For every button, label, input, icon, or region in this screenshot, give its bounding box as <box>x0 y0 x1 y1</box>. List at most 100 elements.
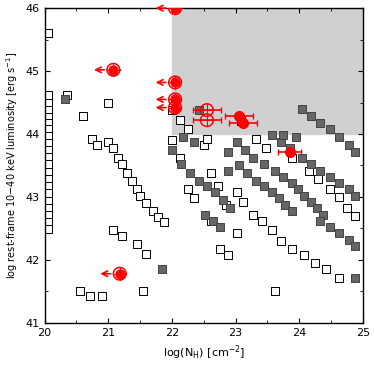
Point <box>208 218 214 224</box>
Point <box>346 237 352 243</box>
Point <box>159 266 165 272</box>
Point <box>225 149 231 154</box>
Point <box>307 113 313 119</box>
Point <box>185 126 191 132</box>
Point <box>119 161 125 167</box>
Point <box>191 139 197 145</box>
Point <box>172 105 178 111</box>
Point <box>250 212 256 217</box>
Point <box>335 231 341 236</box>
Point <box>293 134 299 140</box>
Point <box>64 92 70 98</box>
Point <box>196 107 202 113</box>
Point <box>352 193 358 199</box>
Point <box>259 218 265 224</box>
Point <box>204 136 210 142</box>
Point <box>261 161 267 167</box>
Point <box>45 120 51 126</box>
Point <box>217 224 223 230</box>
Point <box>217 246 223 251</box>
Point <box>242 147 248 153</box>
Point <box>105 100 111 105</box>
Point <box>169 137 175 143</box>
Point <box>150 208 156 214</box>
Point <box>352 213 358 219</box>
Point <box>327 174 333 180</box>
Point <box>45 176 51 182</box>
Point <box>344 205 350 211</box>
Point <box>253 178 259 184</box>
Point <box>187 170 193 176</box>
Point <box>129 178 135 184</box>
Point <box>352 149 358 154</box>
Point <box>134 241 140 247</box>
Point <box>346 187 352 193</box>
Point <box>278 238 284 244</box>
Point <box>178 161 184 167</box>
Point <box>88 294 94 299</box>
Point <box>327 187 333 193</box>
Point <box>234 189 240 195</box>
Point <box>89 136 95 142</box>
Point <box>45 114 51 120</box>
Point <box>276 195 282 201</box>
Point <box>204 183 210 188</box>
Point <box>172 5 178 11</box>
Point <box>269 227 275 233</box>
Point <box>320 212 326 217</box>
Point <box>210 218 216 224</box>
Point <box>220 197 226 203</box>
Point <box>346 142 352 148</box>
Point <box>110 227 116 233</box>
Point <box>227 205 233 211</box>
Point <box>307 199 313 205</box>
Point <box>45 133 51 139</box>
Point <box>288 155 294 161</box>
Point <box>280 174 286 180</box>
Point <box>80 113 86 119</box>
Point <box>295 187 301 193</box>
Point <box>99 294 105 299</box>
Point <box>202 212 208 217</box>
Point <box>208 170 214 176</box>
Point <box>244 170 250 176</box>
Point <box>286 145 292 151</box>
Point <box>352 243 358 249</box>
Point <box>77 288 83 294</box>
Point <box>45 183 51 188</box>
Point <box>45 190 51 196</box>
Point <box>140 288 146 294</box>
Point <box>288 246 294 251</box>
Y-axis label: log rest-frame 10$-$40 keV luminosity [erg s$^{-1}$]: log rest-frame 10$-$40 keV luminosity [e… <box>4 52 20 279</box>
Point <box>269 132 275 138</box>
Point <box>185 187 191 193</box>
Point <box>125 170 131 176</box>
Point <box>169 107 175 113</box>
Point <box>45 92 51 98</box>
Point <box>236 163 242 168</box>
Point <box>234 139 240 145</box>
Point <box>177 117 183 123</box>
Point <box>272 168 278 173</box>
Point <box>191 195 197 201</box>
Point <box>45 226 51 232</box>
Point <box>263 145 269 151</box>
Point <box>288 208 294 214</box>
Point <box>134 187 140 193</box>
Point <box>225 168 231 173</box>
Point <box>177 155 183 161</box>
Point <box>261 183 267 188</box>
Point <box>315 176 321 182</box>
Point <box>288 180 294 186</box>
Point <box>335 194 341 200</box>
Point <box>45 205 51 210</box>
Point <box>314 205 320 211</box>
Point <box>280 132 286 138</box>
Point <box>312 260 318 266</box>
Point <box>62 97 68 102</box>
Point <box>306 168 312 173</box>
Point <box>234 231 240 236</box>
Point <box>225 252 231 258</box>
Point <box>119 233 125 239</box>
Point <box>45 198 51 203</box>
